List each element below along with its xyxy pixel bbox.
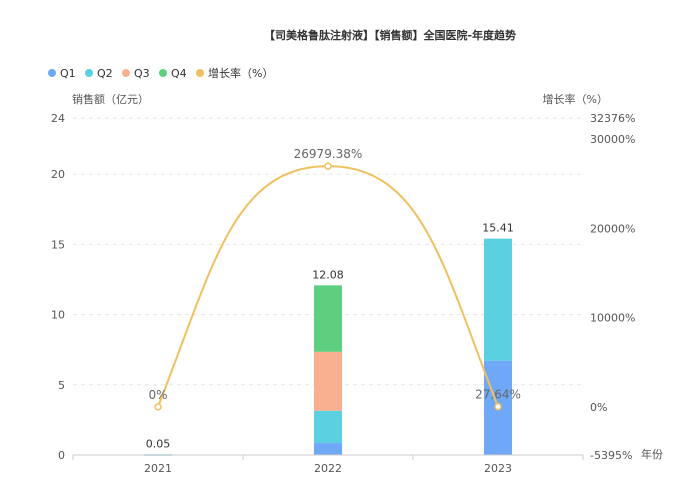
y2-tick-label: 10000% [590,312,635,325]
y2-axis-title: 增长率（%） [543,92,608,106]
y-tick-label: 0 [58,449,65,462]
bar-q4-2022 [314,285,342,352]
growth-line: 0% 26979.38% 27.64% [148,147,521,411]
bar-q1-2022 [314,443,342,455]
y2-tick-label: -5395% [590,449,632,462]
y-tick-label: 10 [51,309,65,322]
growth-label: 26979.38% [294,147,363,161]
y-tick-label: 24 [51,112,65,125]
legend-label: Q2 [97,67,113,80]
legend-swatch [122,69,130,77]
growth-label: 0% [148,388,167,402]
y-axis-ticks: 0 5 10 15 20 24 [51,112,65,462]
bars: 0.05 12.08 15.41 [144,222,514,456]
y2-tick-label: 30000% [590,133,635,146]
legend-swatch [48,69,56,77]
growth-point [324,162,332,170]
bar-q2-2022 [314,410,342,444]
growth-label: 27.64% [475,388,521,402]
bar-total-label: 0.05 [146,437,171,450]
growth-point [494,402,502,411]
y2-axis-ticks: -5395% 0% 10000% 20000% 30000% 32376% [590,112,635,462]
x-axis-title: 年份 [641,447,663,461]
bar-total-label: 15.41 [482,222,514,235]
legend-label: Q3 [134,67,150,80]
legend-swatch [159,69,167,77]
x-tick-label: 2022 [314,462,342,475]
legend-label: 增长率（%） [208,66,273,80]
y-tick-label: 20 [51,168,65,181]
y-axis-title: 销售额（亿元） [72,92,149,106]
legend-swatch [196,69,204,77]
chart-title: 【司美格鲁肽注射液】【销售额】全国医院-年度趋势 [264,28,516,42]
legend: Q1 Q2 Q3 Q4 增长率（%） [48,66,273,80]
legend-swatch [85,69,93,77]
bar-total-label: 12.08 [312,268,344,281]
x-tick-label: 2023 [484,462,512,475]
y2-tick-label: 32376% [590,112,635,125]
bar-q2-2023 [484,238,512,361]
legend-label: Q4 [171,67,187,80]
y-tick-label: 15 [51,238,65,251]
y2-tick-label: 20000% [590,222,635,235]
x-tick-label: 2021 [144,462,172,475]
growth-point [154,403,162,411]
x-axis: 2021 2022 2023 [72,454,584,475]
y2-tick-label: 0% [590,401,607,414]
legend-label: Q1 [60,67,76,80]
y-tick-label: 5 [58,379,65,392]
bar-q3-2022 [314,351,342,411]
